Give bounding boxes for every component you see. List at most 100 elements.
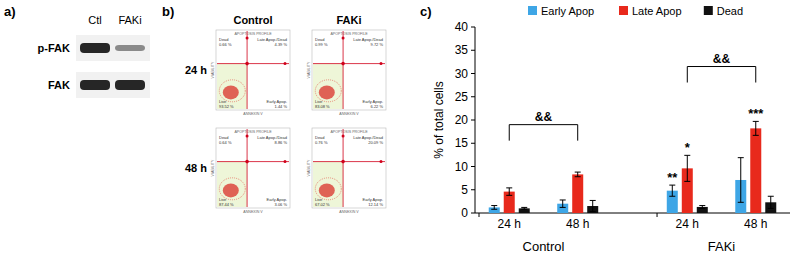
error-cap <box>506 195 512 196</box>
error-bar <box>699 206 705 209</box>
legend-swatch <box>619 6 628 15</box>
error-bar <box>669 185 675 196</box>
error-cap <box>521 209 527 210</box>
quadrant-value: 8.86 % <box>275 140 288 145</box>
y-tick <box>471 120 475 121</box>
error-cap <box>699 208 705 209</box>
y-tick-label: 0 <box>461 206 468 220</box>
gate-line <box>343 31 344 109</box>
gate-line <box>247 129 248 207</box>
row-label: 24 h <box>185 64 207 76</box>
plot-title: APOPTOSIS PROFILE <box>234 130 272 134</box>
gate-handle <box>380 160 383 163</box>
figure: a)CtlFAKip-FAKFAKb)ControlFAKi24 h48 hAP… <box>0 0 798 264</box>
error-stem <box>755 121 756 135</box>
gate-handle <box>246 37 249 40</box>
plot-frame <box>312 30 386 110</box>
axis-label: ANNEXIN V <box>339 112 359 116</box>
x-tick-label: 24 h <box>498 217 521 231</box>
bracket-label: && <box>713 52 731 66</box>
y-tick-label: 35 <box>455 43 469 57</box>
panel-a: a)CtlFAKip-FAKFAK <box>4 4 150 98</box>
bar <box>519 208 530 213</box>
x-tick-label: 24 h <box>676 217 699 231</box>
axis-label: VIABILITY <box>307 61 311 78</box>
gate-line <box>217 63 289 64</box>
blot-band <box>80 43 110 53</box>
column-label: Control <box>233 14 272 26</box>
axis-label: ANNEXIN V <box>339 210 359 214</box>
error-stem <box>770 196 771 208</box>
y-tick <box>471 96 475 97</box>
error-bar <box>684 155 690 181</box>
quadrant-value: 9.72 % <box>371 42 384 47</box>
error-cap <box>768 196 774 197</box>
panel-label: c) <box>420 4 432 19</box>
bracket <box>509 125 577 141</box>
error-bar <box>491 206 497 210</box>
quadrant-value: 4.39 % <box>275 42 288 47</box>
gate-line <box>313 63 385 64</box>
axis-label: VIABILITY <box>211 61 215 78</box>
gate-line <box>217 161 289 162</box>
plot-title: APOPTOSIS PROFILE <box>234 32 272 36</box>
panel-c: c)0510152025303540% of total cells24 h48… <box>420 4 790 254</box>
significance: * <box>685 140 691 155</box>
y-tick <box>471 189 475 190</box>
gate-handle <box>245 160 249 164</box>
error-cap <box>560 207 566 208</box>
y-tick-label: 15 <box>455 136 469 150</box>
live-gate <box>313 64 343 109</box>
error-cap <box>590 200 596 201</box>
error-stem <box>494 206 495 210</box>
flow-plot: APOPTOSIS PROFILEDead0.76 %Late Apop./De… <box>307 128 386 214</box>
gate-handle <box>284 160 287 163</box>
live-gate <box>217 162 247 207</box>
error-stem <box>740 158 741 203</box>
significance: *** <box>748 106 764 121</box>
plot-frame <box>216 128 290 208</box>
blot-band <box>80 80 110 90</box>
error-stem <box>687 155 688 181</box>
error-stem <box>509 188 510 195</box>
blot-band <box>115 45 145 51</box>
legend-swatch <box>528 6 537 15</box>
gate-handle <box>341 160 345 164</box>
error-cap <box>768 208 774 209</box>
cell-cluster <box>223 183 239 197</box>
y-tick-label: 20 <box>455 113 469 127</box>
quadrant-value: 12.14 % <box>368 202 383 207</box>
panel-b: b)ControlFAKi24 h48 hAPOPTOSIS PROFILEDe… <box>162 4 386 214</box>
row-label: FAK <box>48 79 70 91</box>
y-tick <box>471 73 475 74</box>
group-tick <box>479 213 480 217</box>
quadrant-value: 87.44 % <box>219 202 234 207</box>
live-gate <box>313 162 343 207</box>
error-cap <box>491 209 497 210</box>
plot-title: APOPTOSIS PROFILE <box>330 32 368 36</box>
error-cap <box>753 135 759 136</box>
error-cap <box>699 205 705 206</box>
gate-handle <box>342 135 345 138</box>
error-bar <box>506 188 512 195</box>
quadrant-value: 6.22 % <box>371 104 384 109</box>
axis-label: ANNEXIN V <box>243 210 263 214</box>
gate-handle <box>246 135 249 138</box>
legend-label: Dead <box>717 5 743 17</box>
axis-label: VIABILITY <box>211 159 215 176</box>
error-cap <box>738 202 744 203</box>
error-stem <box>577 172 578 177</box>
gate-line <box>247 31 248 109</box>
gate-handle <box>284 62 287 65</box>
lane-label: FAKi <box>118 14 141 26</box>
y-tick-label: 30 <box>455 67 469 81</box>
legend-label: Early Apop <box>541 5 594 17</box>
column-label: FAKi <box>336 14 361 26</box>
quadrant-value: 0.66 % <box>219 42 232 47</box>
significance: ** <box>667 170 678 185</box>
panel-label: b) <box>162 4 174 19</box>
flow-plot: APOPTOSIS PROFILEDead0.66 %Late Apop./De… <box>211 30 290 116</box>
cell-cluster <box>319 85 335 99</box>
gate-handle <box>380 62 383 65</box>
blot-band <box>115 80 145 90</box>
